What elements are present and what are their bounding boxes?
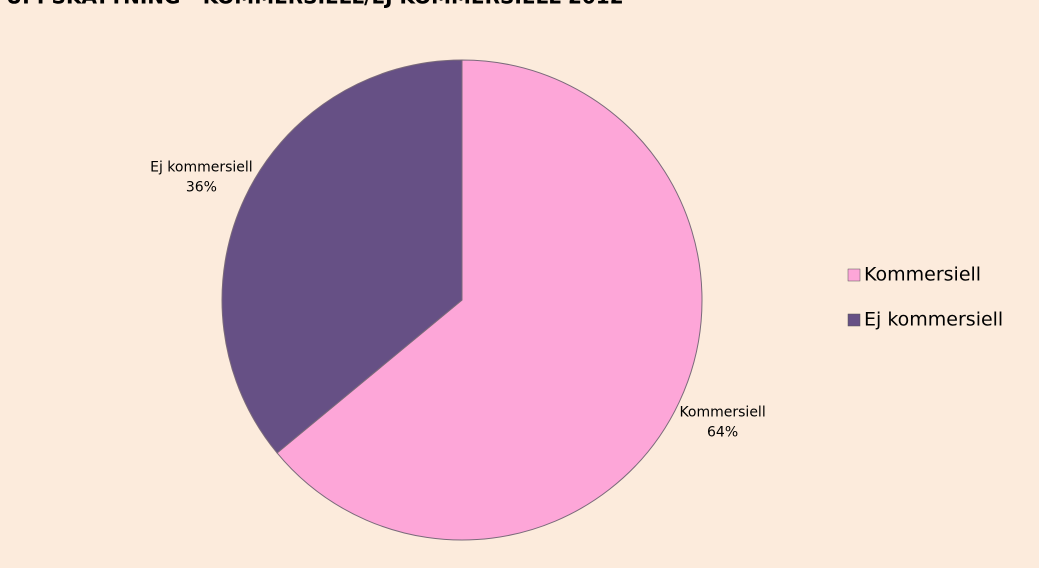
data-label: Ej kommersiell [150, 159, 253, 175]
legend-swatch [847, 268, 861, 282]
pie-slice [276, 59, 703, 541]
pie-slice [221, 59, 463, 454]
chart-title: UPPSKATTNING - KOMMERSIELL/EJ KOMMERSIEL… [6, 0, 624, 9]
legend-label: Kommersiell [864, 264, 981, 286]
legend-label: Ej kommersiell [864, 309, 1003, 331]
data-label: Kommersiell [679, 405, 765, 421]
legend-swatch [847, 313, 861, 327]
data-label: 64% [707, 425, 738, 441]
data-label: 36% [186, 179, 217, 195]
